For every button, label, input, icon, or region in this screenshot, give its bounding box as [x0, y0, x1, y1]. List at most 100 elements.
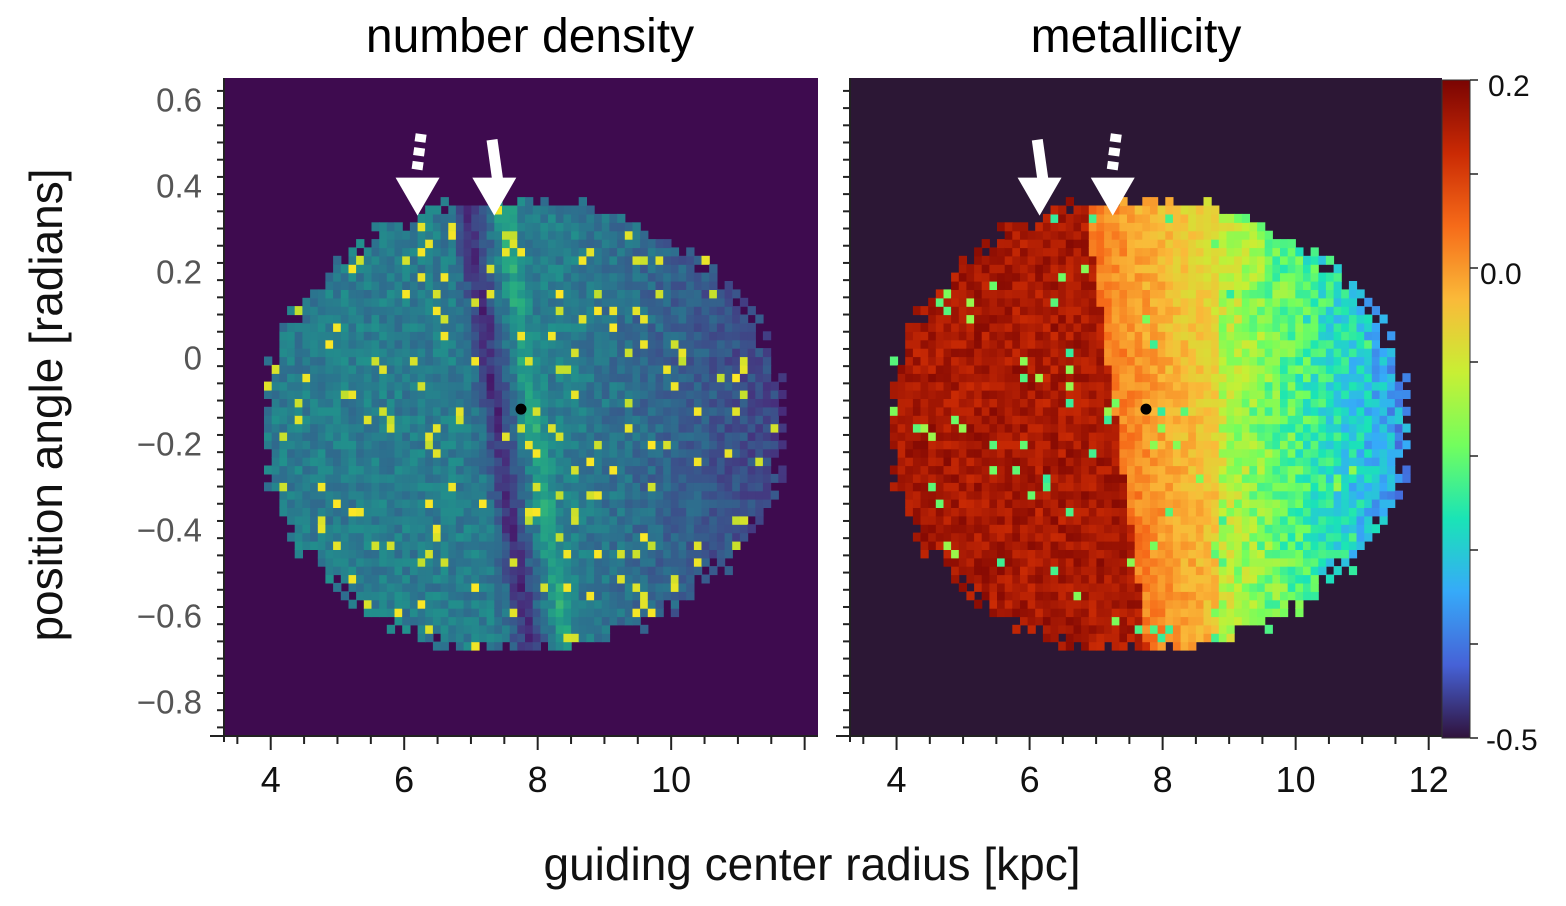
density-cell [762, 473, 772, 483]
metallicity-cell [951, 423, 960, 433]
metallicity-cell [1027, 415, 1036, 425]
density-cell [417, 306, 426, 316]
density-cell [479, 473, 488, 483]
metallicity-cell [1088, 398, 1097, 408]
density-cell [271, 457, 280, 467]
density-cell [563, 431, 572, 441]
x-tick-label: 10 [651, 759, 691, 800]
density-cell [455, 482, 465, 492]
density-cell [440, 482, 449, 492]
metallicity-cell [1050, 457, 1059, 467]
metallicity-cell [1211, 423, 1220, 433]
metallicity-cell [1142, 373, 1151, 383]
density-cell [701, 557, 710, 567]
density-cell [425, 532, 434, 542]
density-cell [663, 348, 672, 358]
metallicity-cell [1142, 205, 1151, 215]
density-cell [701, 339, 710, 349]
metallicity-cell [1188, 423, 1197, 433]
density-cell [409, 608, 419, 618]
density-cell [348, 373, 357, 383]
density-cell [440, 633, 449, 643]
density-cell [348, 381, 357, 391]
density-cell [632, 507, 641, 517]
metallicity-cell [1050, 423, 1059, 433]
density-cell [632, 398, 641, 408]
density-cell [394, 507, 403, 517]
metallicity-cell [1127, 348, 1136, 358]
metallicity-cell [1081, 264, 1090, 274]
metallicity-cell [1203, 574, 1212, 584]
density-cell [471, 390, 480, 399]
metallicity-cell [1058, 356, 1067, 366]
metallicity-cell [1127, 306, 1136, 316]
density-cell [340, 465, 350, 475]
density-cell [563, 289, 572, 299]
metallicity-cell [974, 574, 983, 584]
metallicity-cell [1180, 205, 1189, 215]
density-cell [371, 465, 380, 475]
density-cell [471, 641, 480, 651]
metallicity-cell [1203, 448, 1212, 458]
density-cell [571, 431, 580, 441]
metallicity-cell [1065, 213, 1074, 223]
metallicity-cell [1157, 272, 1166, 282]
density-cell [555, 608, 564, 618]
density-cell [555, 423, 564, 433]
density-cell [479, 431, 488, 441]
density-cell [517, 582, 526, 592]
metallicity-cell [920, 406, 929, 416]
density-cell [578, 465, 587, 475]
metallicity-cell [1004, 373, 1013, 383]
density-cell [425, 381, 434, 391]
metallicity-cell [1104, 364, 1113, 374]
metallicity-cell [1218, 264, 1227, 274]
metallicity-cell [1226, 624, 1235, 634]
metallicity-cell [951, 490, 960, 500]
density-cell [732, 314, 741, 324]
metallicity-cell [1012, 499, 1021, 508]
density-cell [363, 272, 373, 282]
metallicity-cell [1180, 641, 1189, 651]
density-cell [402, 247, 411, 257]
metallicity-cell [928, 297, 937, 307]
density-cell [509, 616, 518, 626]
metallicity-cell [1195, 331, 1205, 341]
density-cell [509, 306, 518, 316]
density-cell [571, 272, 580, 282]
metallicity-cell [1165, 624, 1174, 634]
density-cell [363, 373, 373, 383]
metallicity-cell [1104, 582, 1113, 592]
metallicity-cell [1195, 532, 1205, 542]
density-cell [486, 297, 495, 307]
metallicity-cell [974, 499, 983, 508]
metallicity-cell [1027, 507, 1036, 517]
metallicity-cell [1226, 322, 1235, 332]
metallicity-cell [1111, 306, 1120, 316]
density-cell [640, 582, 649, 592]
metallicity-cell [1042, 557, 1052, 567]
metallicity-cell [1165, 608, 1174, 618]
metallicity-cell [1180, 473, 1189, 483]
density-cell [578, 297, 587, 307]
density-cell [486, 281, 495, 290]
density-cell [379, 591, 388, 601]
density-cell [709, 314, 718, 324]
density-cell [609, 524, 618, 534]
density-cell [432, 297, 442, 307]
metallicity-cell [1058, 574, 1067, 584]
density-cell [417, 574, 426, 584]
metallicity-cell [951, 457, 960, 467]
density-cell [494, 599, 503, 609]
density-cell [440, 373, 449, 383]
density-cell [509, 457, 518, 467]
metallicity-cell [1020, 255, 1029, 265]
density-cell [532, 465, 541, 475]
density-cell [640, 541, 649, 550]
metallicity-cell [974, 457, 983, 467]
density-cell [555, 490, 564, 500]
density-cell [379, 230, 388, 240]
density-cell [271, 473, 280, 483]
metallicity-cell [1165, 541, 1174, 550]
metallicity-cell [1180, 281, 1189, 290]
